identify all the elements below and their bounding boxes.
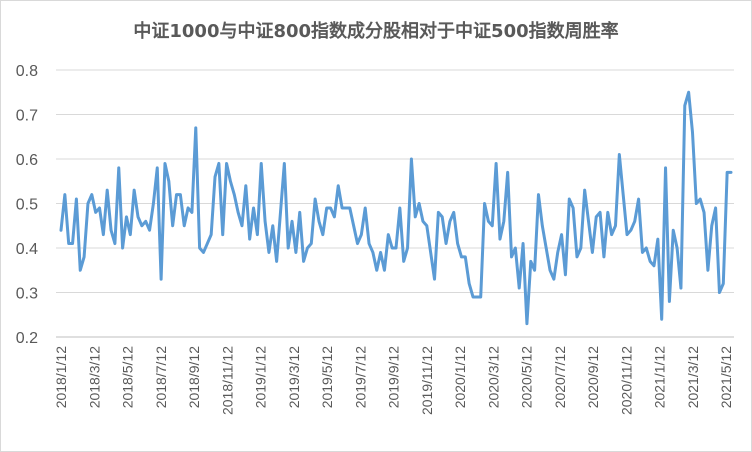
- x-tick-label: 2019/3/12: [286, 346, 302, 408]
- x-tick-label: 2018/9/12: [186, 346, 202, 408]
- y-tick-label: 0.5: [16, 197, 38, 214]
- x-tick-label: 2019/5/12: [319, 346, 335, 408]
- x-tick-label: 2019/9/12: [386, 346, 402, 408]
- x-tick-label: 2020/11/12: [618, 346, 634, 415]
- x-tick-label: 2018/7/12: [153, 346, 169, 408]
- x-tick-label: 2020/3/12: [485, 346, 501, 408]
- x-tick-label: 2018/5/12: [120, 346, 136, 408]
- y-tick-label: 0.8: [16, 63, 38, 80]
- series-line: [59, 90, 733, 326]
- x-tick-label: 2021/3/12: [685, 346, 701, 408]
- chart-title: 中证1000与中证800指数成分股相对于中证500指数周胜率: [133, 21, 619, 42]
- y-tick-label: 0.4: [16, 241, 38, 258]
- x-tick-label: 2020/1/12: [452, 346, 468, 408]
- y-tick-label: 0.3: [16, 286, 38, 303]
- x-tick-label: 2018/3/12: [86, 346, 102, 408]
- x-tick-label: 2019/11/12: [419, 346, 435, 415]
- y-tick-label: 0.2: [16, 330, 38, 347]
- x-tick-label: 2020/7/12: [552, 346, 568, 408]
- x-tick-label: 2021/1/12: [652, 346, 668, 408]
- x-tick-label: 2018/1/12: [53, 346, 69, 408]
- x-tick-label: 2018/11/12: [219, 346, 235, 415]
- x-tick-label: 2019/7/12: [352, 346, 368, 408]
- x-tick-label: 2019/1/12: [253, 346, 269, 408]
- y-tick-label: 0.6: [16, 152, 38, 169]
- x-tick-label: 2021/5/12: [718, 346, 734, 408]
- y-tick-label: 0.7: [16, 108, 38, 125]
- x-tick-label: 2020/5/12: [519, 346, 535, 408]
- x-tick-label: 2020/9/12: [585, 346, 601, 408]
